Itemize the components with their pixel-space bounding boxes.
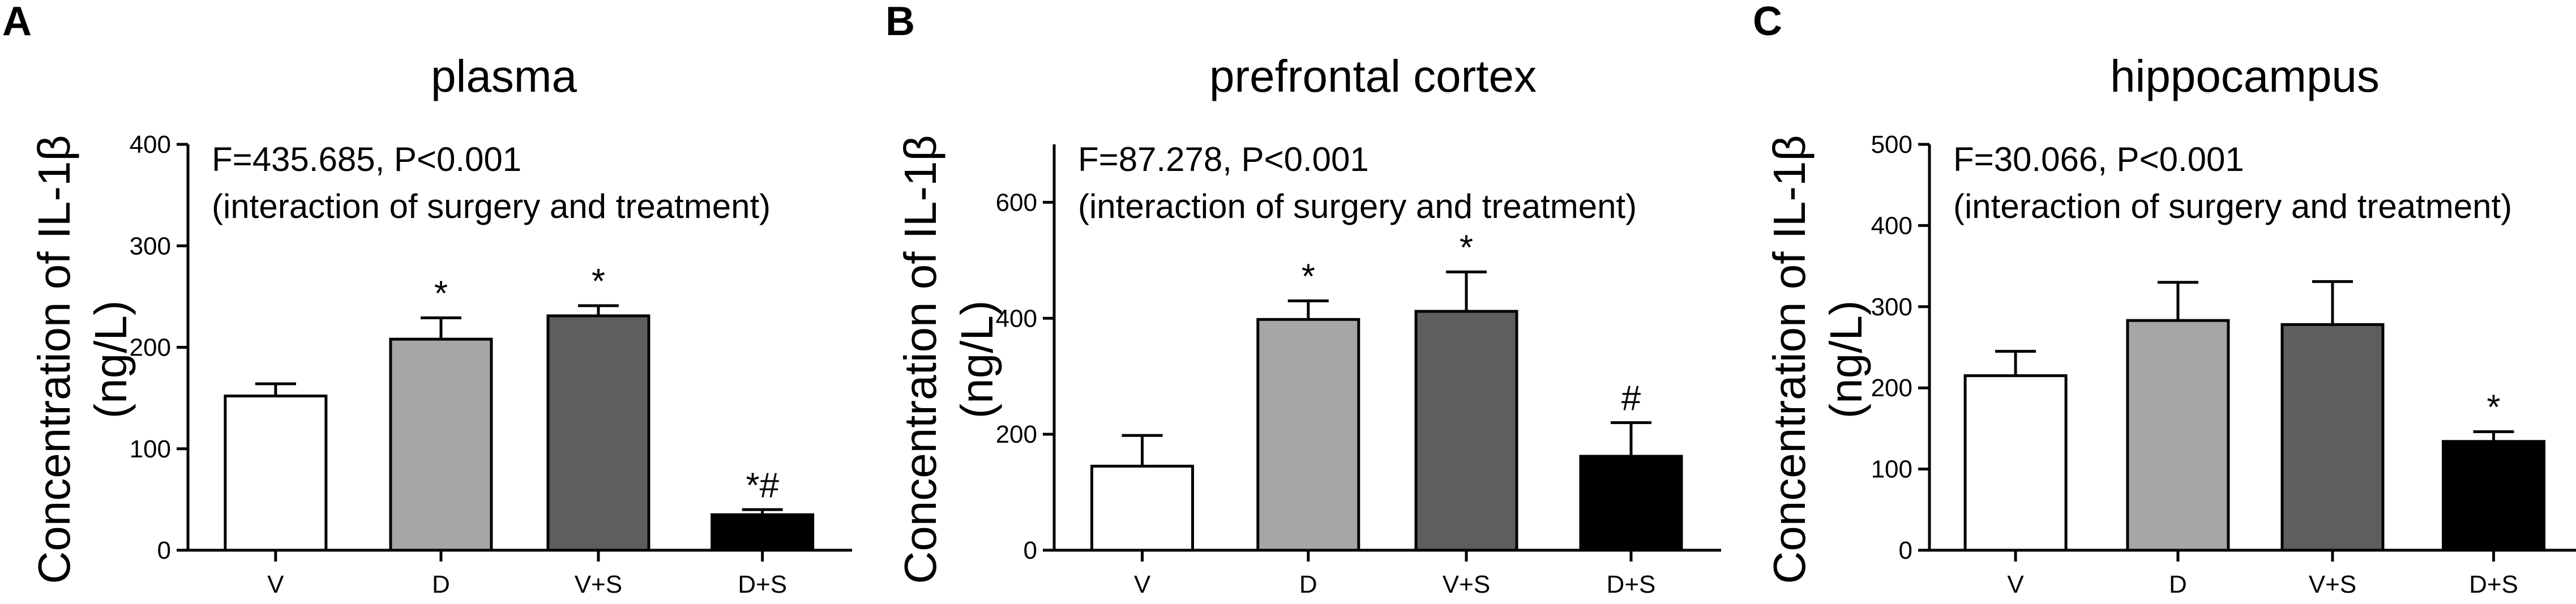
y-axis-label: Concentration of IL-1β bbox=[1764, 135, 1815, 584]
stats-subtext: (interaction of surgery and treatment) bbox=[1078, 187, 1637, 225]
category-label: V bbox=[2007, 571, 2024, 598]
y-axis-unit-label: (ng/L) bbox=[1821, 301, 1871, 419]
y-axis-label: Concentration of IL-1β bbox=[29, 135, 79, 584]
category-label: V bbox=[1134, 571, 1151, 598]
y-tick-label: 300 bbox=[1871, 293, 1912, 321]
stats-text: F=435.685, P<0.001 bbox=[212, 140, 521, 178]
stats-text: F=87.278, P<0.001 bbox=[1078, 140, 1369, 178]
chart-title: hippocampus bbox=[2110, 51, 2380, 101]
y-tick-label: 400 bbox=[1871, 212, 1912, 239]
category-label: V bbox=[267, 571, 284, 598]
stats-subtext: (interaction of surgery and treatment) bbox=[1953, 187, 2512, 225]
bar bbox=[2280, 323, 2385, 552]
chart-title: plasma bbox=[431, 51, 577, 101]
y-tick-label: 200 bbox=[130, 334, 171, 362]
bar bbox=[711, 513, 815, 552]
y-axis-unit-label: (ng/L) bbox=[952, 301, 1002, 419]
category-label: D bbox=[1299, 571, 1317, 598]
category-label: D+S bbox=[2469, 571, 2518, 598]
y-tick-label: 600 bbox=[996, 189, 1037, 216]
y-axis-unit-label: (ng/L) bbox=[85, 301, 136, 419]
chart-title: prefrontal cortex bbox=[1209, 51, 1537, 101]
y-tick-label: 400 bbox=[130, 131, 171, 159]
y-tick-label: 500 bbox=[1871, 131, 1912, 159]
significance-mark: * bbox=[1302, 258, 1315, 297]
category-label: D+S bbox=[1607, 571, 1656, 598]
bar bbox=[2441, 440, 2545, 552]
category-label: D+S bbox=[738, 571, 787, 598]
panel-letter: A bbox=[2, 0, 32, 44]
significance-mark: # bbox=[1621, 379, 1641, 418]
bar bbox=[1963, 374, 2068, 552]
y-tick-label: 0 bbox=[1024, 537, 1037, 564]
category-label: V+S bbox=[1443, 571, 1490, 598]
category-label: D bbox=[2169, 571, 2187, 598]
y-tick-label: 100 bbox=[130, 435, 171, 463]
significance-mark: * bbox=[2487, 388, 2500, 427]
bar bbox=[2126, 319, 2230, 552]
category-label: V+S bbox=[575, 571, 622, 598]
stats-text: F=30.066, P<0.001 bbox=[1953, 140, 2244, 178]
significance-mark: * bbox=[592, 262, 605, 301]
bar bbox=[1256, 318, 1360, 552]
significance-mark: * bbox=[434, 275, 448, 314]
bar bbox=[546, 314, 651, 552]
panel-letter: B bbox=[885, 0, 915, 44]
bar bbox=[1579, 455, 1683, 552]
significance-mark: * bbox=[1460, 228, 1473, 267]
y-tick-label: 300 bbox=[130, 232, 171, 260]
bar bbox=[1090, 464, 1194, 552]
panel-letter: C bbox=[1753, 0, 1782, 44]
significance-mark: *# bbox=[746, 466, 779, 505]
category-label: D bbox=[432, 571, 450, 598]
y-tick-label: 0 bbox=[1899, 537, 1912, 564]
bar bbox=[389, 337, 493, 552]
y-tick-label: 100 bbox=[1871, 456, 1912, 483]
y-tick-label: 400 bbox=[996, 305, 1037, 332]
bar bbox=[1414, 310, 1518, 552]
y-axis-label: Concentration of IL-1β bbox=[895, 135, 945, 584]
y-tick-label: 200 bbox=[996, 421, 1037, 448]
y-tick-label: 0 bbox=[157, 537, 171, 564]
y-tick-label: 200 bbox=[1871, 374, 1912, 402]
category-label: V+S bbox=[2309, 571, 2356, 598]
bar bbox=[224, 395, 328, 552]
stats-subtext: (interaction of surgery and treatment) bbox=[212, 187, 771, 225]
